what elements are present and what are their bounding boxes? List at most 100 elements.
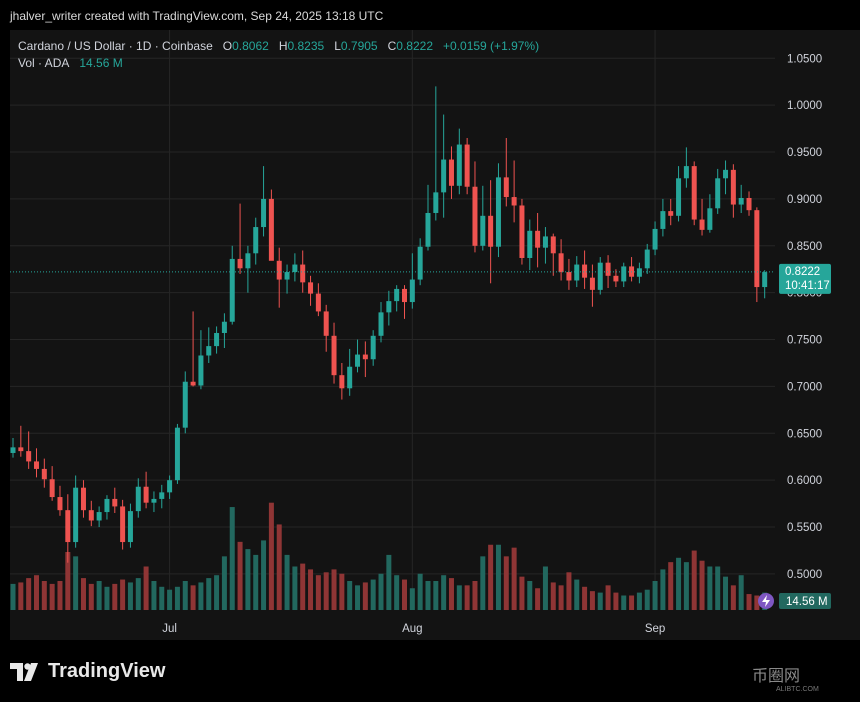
candle bbox=[80, 480, 86, 518]
candle-body bbox=[542, 236, 548, 248]
volume-tag-value: 14.56 M bbox=[786, 596, 828, 608]
candle bbox=[425, 184, 431, 251]
candle bbox=[300, 250, 306, 293]
candle-body bbox=[245, 253, 251, 269]
volume-bar bbox=[26, 578, 32, 610]
candle-body bbox=[433, 192, 439, 213]
candle bbox=[261, 166, 267, 237]
candle-body bbox=[605, 262, 611, 276]
candle-body bbox=[65, 510, 71, 543]
candle-body bbox=[33, 461, 39, 469]
candle-body bbox=[762, 272, 768, 288]
candlestick-chart[interactable]: 1.05001.00000.95000.90000.85000.80000.75… bbox=[10, 30, 860, 640]
candle bbox=[362, 341, 368, 378]
volume-bar bbox=[425, 581, 431, 610]
candle bbox=[65, 494, 71, 563]
volume-label[interactable]: Vol · ADA bbox=[18, 56, 70, 70]
tradingview-logo[interactable]: TradingView bbox=[10, 660, 165, 683]
candle bbox=[229, 245, 235, 325]
volume-bar bbox=[605, 585, 611, 610]
volume-bar bbox=[589, 591, 595, 610]
candle bbox=[174, 423, 180, 484]
volume-bar bbox=[503, 556, 509, 610]
price-axis: 1.05001.00000.95000.90000.85000.80000.75… bbox=[787, 53, 822, 581]
candle bbox=[464, 137, 470, 195]
candle bbox=[120, 499, 126, 550]
candle bbox=[292, 253, 298, 282]
candle bbox=[237, 203, 243, 274]
candle-body bbox=[550, 236, 556, 254]
candle bbox=[535, 212, 541, 268]
volume-bar bbox=[652, 581, 658, 610]
candle-body bbox=[10, 447, 16, 453]
volume-bar bbox=[104, 586, 110, 610]
candle bbox=[621, 262, 627, 288]
candle-body bbox=[417, 246, 423, 280]
symbol-label[interactable]: Cardano / US Dollar · 1D · Coinbase bbox=[18, 39, 213, 53]
volume-bar bbox=[394, 575, 400, 610]
volume-bar bbox=[206, 578, 212, 610]
volume-bar bbox=[535, 588, 541, 610]
volume-bar bbox=[738, 575, 744, 610]
candle-body bbox=[151, 498, 157, 503]
change-value: +0.0159 (+1.97%) bbox=[443, 39, 540, 53]
candle-body bbox=[143, 486, 149, 503]
candle-body bbox=[448, 159, 454, 186]
candle bbox=[284, 264, 290, 294]
volume-bar bbox=[621, 595, 627, 610]
volume-bar bbox=[558, 585, 564, 610]
candle-body bbox=[660, 211, 666, 229]
x-tick-label: Aug bbox=[402, 623, 422, 635]
candle bbox=[597, 257, 603, 295]
volume-bar bbox=[10, 583, 16, 610]
volume-bar bbox=[433, 581, 439, 610]
y-tick-label: 0.6000 bbox=[787, 475, 822, 487]
candle-body bbox=[582, 264, 588, 278]
candle-body bbox=[268, 198, 274, 261]
candle bbox=[323, 304, 329, 352]
candle bbox=[73, 475, 79, 548]
candle-body bbox=[715, 178, 721, 209]
candle-body bbox=[691, 166, 697, 220]
volume-bar bbox=[112, 583, 118, 610]
candle bbox=[456, 128, 462, 195]
candle-body bbox=[300, 264, 306, 283]
volume-bar bbox=[488, 544, 494, 610]
price-grid bbox=[10, 30, 775, 610]
volume-bar bbox=[480, 556, 486, 610]
candle bbox=[558, 239, 564, 281]
candle-body bbox=[182, 381, 188, 428]
candle-body bbox=[174, 427, 180, 481]
volume-bar bbox=[676, 557, 682, 610]
attribution-header: jhalver_writer created with TradingView.… bbox=[10, 9, 384, 23]
candle-body bbox=[409, 279, 415, 303]
candle-body bbox=[558, 253, 564, 273]
candle bbox=[723, 160, 729, 195]
volume-bar bbox=[237, 541, 243, 610]
y-tick-label: 0.8500 bbox=[787, 241, 822, 253]
close-label: C bbox=[387, 39, 397, 53]
candle-body bbox=[472, 186, 478, 246]
open-label: O bbox=[222, 39, 233, 53]
candle-body bbox=[676, 178, 682, 216]
lightning-icon[interactable] bbox=[758, 593, 774, 609]
volume-bar bbox=[582, 586, 588, 610]
candle-body bbox=[292, 264, 298, 273]
candle-body bbox=[495, 177, 501, 247]
candle-body bbox=[519, 205, 525, 258]
candle-body bbox=[323, 311, 329, 336]
chart-panel[interactable]: 1.05001.00000.95000.90000.85000.80000.75… bbox=[10, 30, 860, 640]
candle-body bbox=[621, 266, 627, 282]
candle bbox=[26, 431, 32, 469]
candle bbox=[503, 137, 509, 207]
volume-bar bbox=[668, 562, 674, 610]
candle bbox=[268, 189, 274, 261]
candle bbox=[754, 207, 760, 303]
volume-bar bbox=[723, 576, 729, 610]
volume-bar bbox=[292, 566, 298, 610]
candle bbox=[417, 238, 423, 286]
candle-body bbox=[96, 512, 102, 521]
volume-bar bbox=[253, 554, 259, 610]
volume-bar bbox=[550, 582, 556, 610]
candle-body bbox=[73, 487, 79, 543]
